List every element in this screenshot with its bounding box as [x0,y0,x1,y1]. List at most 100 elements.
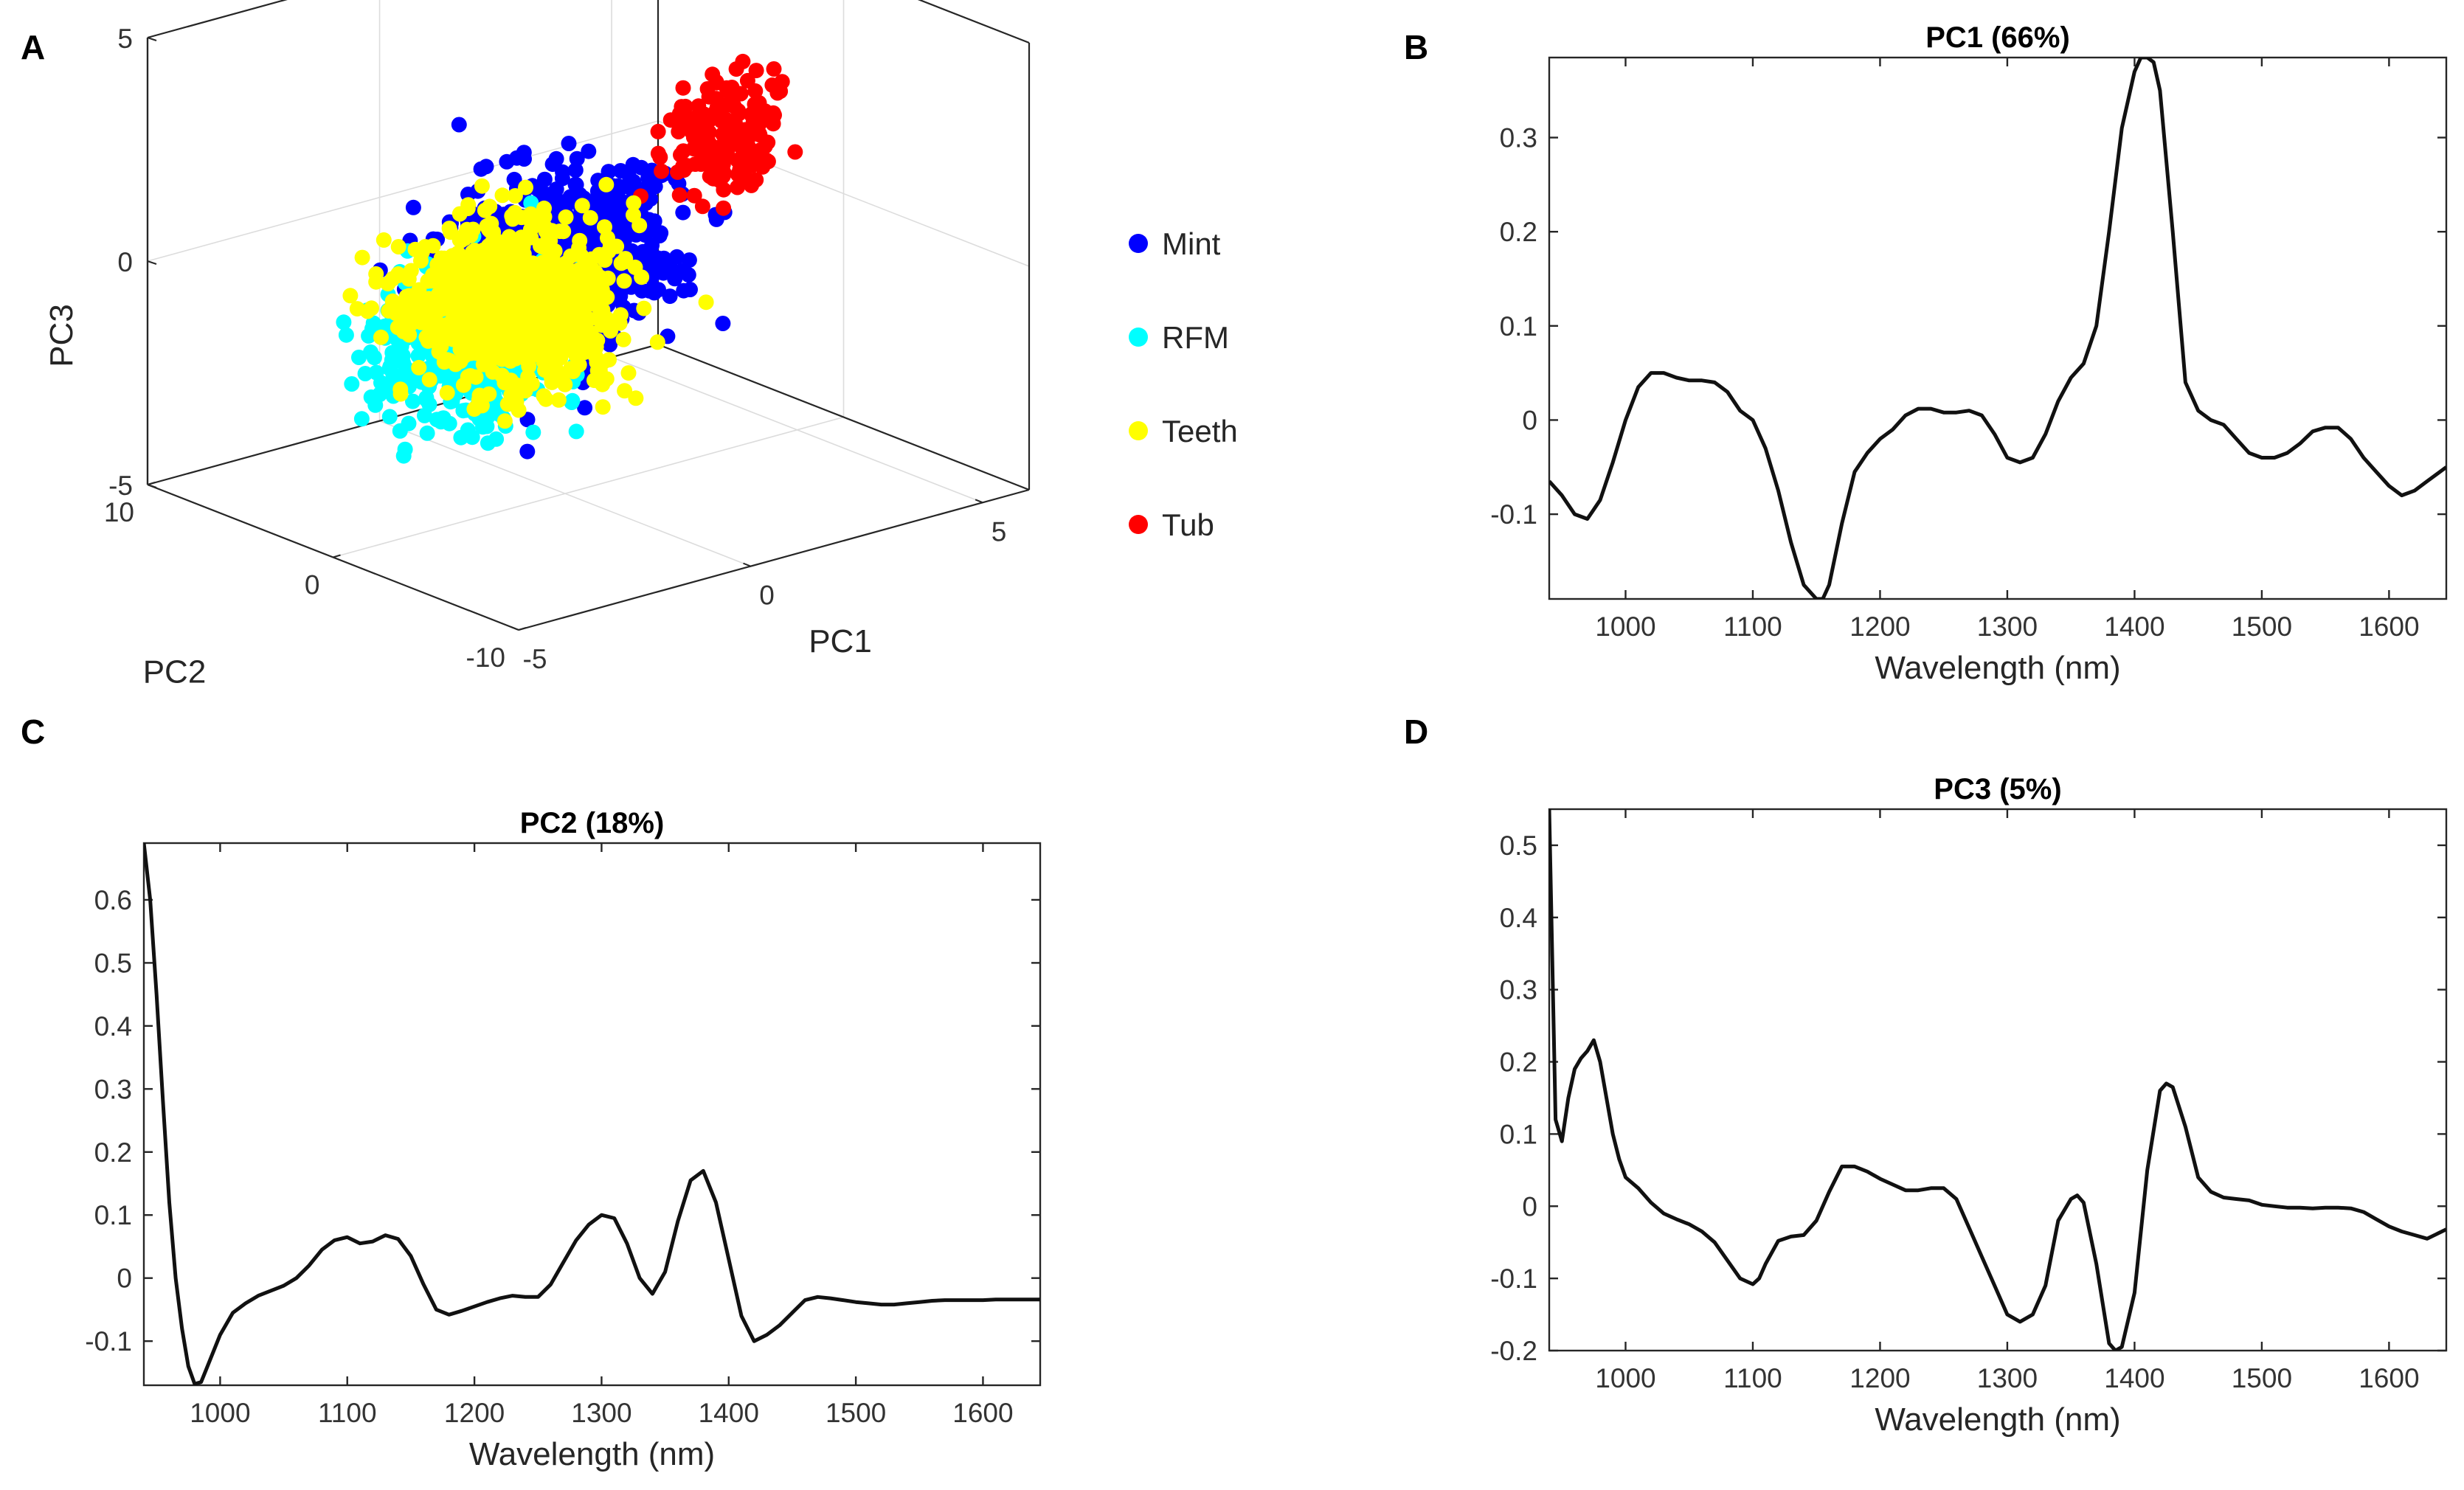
scatter-point-mint [626,173,642,190]
scatter-point-teeth [617,383,633,399]
scatter-point-teeth [420,333,436,349]
scatter-point-teeth [526,291,542,307]
scatter-point-rfm [405,393,421,409]
scatter-point-teeth [426,308,443,324]
scatter-point-teeth [449,307,466,323]
scatter-point-teeth [431,260,447,276]
scatter-point-mint [536,171,553,187]
x-tick-label-c: 1000 [190,1398,250,1428]
pc2-tick-label: 0 [305,570,320,600]
scatter-point-teeth [534,266,550,282]
scatter-point-tub [704,146,720,162]
chart-title-d: PC3 (5%) [1934,773,2061,805]
scatter-point-teeth [626,207,641,223]
y-tick-label-d: 0 [1522,1191,1537,1222]
scatter-point-teeth [576,344,592,360]
scatter-point-teeth [342,288,359,304]
scatter-point-teeth [503,240,519,256]
scatter-point-mint [577,400,593,416]
scatter-point-teeth [598,317,615,333]
scatter-point-teeth [620,365,637,381]
scatter-point-tub [686,187,702,204]
scatter-point-mint [662,288,678,305]
x-tick-label-b: 1400 [2104,611,2164,642]
scatter-point-teeth [567,310,583,326]
scatter-point-teeth [582,209,598,226]
axis-box-edge [657,343,1030,491]
legend: Mint RFM Teeth Tub [1129,226,1238,542]
scatter-point-teeth [437,294,453,311]
scatter-point-teeth [411,282,427,298]
scatter-point-tub [730,179,745,195]
scatter-point-tub [744,175,760,191]
scatter-point-tub [752,127,768,143]
legend-label-tub: Tub [1162,507,1214,542]
scatter-point-teeth [615,331,631,347]
legend-marker-tub [1129,515,1148,534]
scatter-point-rfm [363,344,378,360]
scatter-point-teeth [626,195,642,211]
y-tick-label-b: 0 [1522,405,1537,435]
scatter-point-teeth [555,317,570,333]
y-tick-label-c: 0 [117,1264,132,1294]
legend-marker-teeth [1129,421,1148,440]
scatter-point-teeth [553,370,570,385]
scatter-point-teeth [579,323,595,339]
scatter-point-tub [748,63,764,79]
scatter-point-teeth [597,219,612,235]
scatter-point-tub [654,163,670,179]
pc3-tick-mark [147,260,157,265]
scatter-point-teeth [584,287,600,303]
scatter-point-mint [708,211,724,227]
scatter-point-teeth [558,342,574,358]
legend-marker-mint [1129,234,1148,253]
y-tick-label-c: 0.3 [94,1074,132,1104]
scatter-point-mint [478,159,494,175]
scatter-point-tub [650,123,666,139]
scatter-point-teeth [616,273,632,289]
scatter-point-teeth [527,316,543,333]
pc1-axis-label: PC1 [809,623,872,659]
scatter-point-tub [671,187,688,203]
pc1-tick-mark [975,499,983,504]
scatter-point-teeth [494,187,511,204]
chart-title-b: PC1 (66%) [1925,21,2070,54]
scatter-point-teeth [496,375,513,391]
grid-line-3d [147,0,287,38]
x-tick-label-d: 1600 [2359,1363,2419,1393]
x-tick-label-c: 1600 [952,1398,1013,1428]
scatter-point-teeth [439,385,455,401]
loading-series-line-b [1549,58,2446,599]
panel-c-pc2-loadings: 1000 1100 1200 1300 1400 1500 1600 -0.1 0 0.1 0.2 0… [85,807,1042,1472]
scatter-point-teeth [483,215,499,232]
y-tick-label-c: 0.6 [94,885,132,915]
scatter-point-mint [562,189,578,205]
scatter-point-mint [519,443,536,460]
scatter-point-tub [652,149,668,165]
y-tick-label-d: 0.1 [1500,1119,1537,1149]
scatter-point-teeth [460,369,476,385]
scatter-point-rfm [464,429,480,446]
scatter-point-tub [787,144,803,160]
scatter-point-mint [405,199,421,215]
scatter-point-tub [766,61,782,77]
scatter-point-teeth [536,200,552,216]
scatter-point-tub [726,98,742,114]
scatter-point-mint [569,150,585,167]
scatter-point-teeth [364,300,379,316]
scatter-point-teeth [538,391,554,407]
scatter-point-tub [692,153,708,170]
scatter-point-teeth [368,266,384,282]
scatter-point-rfm [397,441,413,457]
x-axis-label-c: Wavelength (nm) [469,1436,715,1472]
scatter-point-teeth [496,342,513,358]
scatter-point-rfm [338,327,354,343]
scatter-point-teeth [595,399,611,415]
pc2-tick-mark [518,627,527,631]
x-axis-label-b: Wavelength (nm) [1875,650,2120,686]
legend-label-teeth: Teeth [1162,414,1238,448]
x-tick-label-b: 1300 [1977,611,2038,642]
scatter-point-teeth [549,283,565,299]
scatter-point-tub [772,83,789,100]
scatter-point-teeth [451,333,467,349]
